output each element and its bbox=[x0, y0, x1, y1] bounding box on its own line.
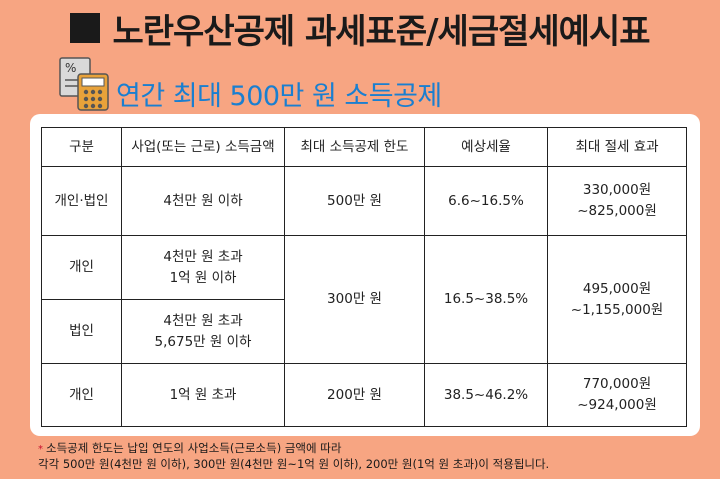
page-title: 노란우산공제 과세표준/세금절세예시표 bbox=[0, 4, 720, 52]
table-row: 개인 1억 원 초과 200만 원 38.5~46.2% 770,000원 ~9… bbox=[41, 363, 687, 427]
header-limit: 최대 소득공제 한도 bbox=[284, 127, 425, 167]
row2-rate: 16.5~38.5% bbox=[424, 235, 548, 364]
row4-effect: 770,000원 ~924,000원 bbox=[547, 363, 687, 427]
footnote-line1-text: 소득공제 한도는 납입 연도의 사업소득(근로소득) 금액에 따라 bbox=[46, 441, 342, 455]
row4-effect-line2: ~924,000원 bbox=[577, 397, 657, 413]
row1-effect: 330,000원 ~825,000원 bbox=[547, 166, 687, 236]
row3-income-line1: 4천만 원 초과 bbox=[163, 312, 243, 329]
row4-income: 1억 원 초과 bbox=[121, 363, 285, 427]
row3-income: 4천만 원 초과 5,675만 원 이하 bbox=[121, 299, 285, 364]
header-income: 사업(또는 근로) 소득금액 bbox=[121, 127, 285, 167]
calculator-document-icon: % bbox=[59, 57, 109, 111]
table-row: 법인 4천만 원 초과 5,675만 원 이하 bbox=[41, 299, 687, 364]
row2-type: 개인 bbox=[41, 235, 122, 300]
row2-effect-line1: 495,000원 bbox=[582, 280, 652, 297]
table-row: 개인·법인 4천만 원 이하 500만 원 6.6~16.5% 330,000원… bbox=[41, 166, 687, 236]
row4-limit: 200만 원 bbox=[284, 363, 425, 427]
row4-type: 개인 bbox=[41, 363, 122, 427]
table-header-row: 구분 사업(또는 근로) 소득금액 최대 소득공제 한도 예상세율 최대 절세 … bbox=[41, 127, 687, 167]
row3-income-line2: 5,675만 원 이하 bbox=[154, 333, 252, 350]
subtitle: 연간 최대 500만 원 소득공제 bbox=[116, 81, 442, 112]
header-rate: 예상세율 bbox=[424, 127, 548, 167]
row2-income-line2: 1억 원 이하 bbox=[169, 269, 237, 286]
row1-limit: 500만 원 bbox=[284, 166, 425, 236]
header-category: 구분 bbox=[41, 127, 122, 167]
row2-income: 4천만 원 초과 1억 원 이하 bbox=[121, 235, 285, 300]
svg-text:%: % bbox=[65, 61, 76, 75]
row2-income-line1: 4천만 원 초과 bbox=[163, 248, 243, 265]
footnote: * 소득공제 한도는 납입 연도의 사업소득(근로소득) 금액에 따라 각각 50… bbox=[38, 441, 549, 472]
footnote-line1: * 소득공제 한도는 납입 연도의 사업소득(근로소득) 금액에 따라 bbox=[38, 441, 549, 457]
row4-effect-line1: 770,000원 bbox=[582, 376, 652, 393]
row1-type: 개인·법인 bbox=[41, 166, 122, 236]
footnote-line2: 각각 500만 원(4천만 원 이하), 300만 원(4천만 원~1억 원 이… bbox=[38, 456, 550, 471]
row1-income: 4천만 원 이하 bbox=[121, 166, 285, 236]
tax-table: 구분 사업(또는 근로) 소득금액 최대 소득공제 한도 예상세율 최대 절세 … bbox=[41, 127, 687, 427]
row3-type: 법인 bbox=[41, 299, 122, 364]
row1-effect-line2: ~825,000원 bbox=[577, 203, 657, 219]
row2-effect: 495,000원 ~1,155,000원 bbox=[547, 235, 687, 364]
page-title-text: 노란우산공제 과세표준/세금절세예시표 bbox=[112, 11, 650, 52]
square-bullet-icon bbox=[70, 13, 101, 43]
row1-rate: 6.6~16.5% bbox=[424, 166, 548, 236]
asterisk-icon: * bbox=[38, 444, 43, 455]
row1-effect-line1: 330,000원 bbox=[582, 182, 652, 199]
header-effect: 최대 절세 효과 bbox=[547, 127, 687, 167]
table-row: 개인 4천만 원 초과 1억 원 이하 300만 원 16.5~38.5% 49… bbox=[41, 235, 687, 364]
row2-effect-line2: ~1,155,000원 bbox=[570, 301, 664, 318]
row2-limit: 300만 원 bbox=[284, 235, 425, 364]
row4-rate: 38.5~46.2% bbox=[424, 363, 548, 427]
